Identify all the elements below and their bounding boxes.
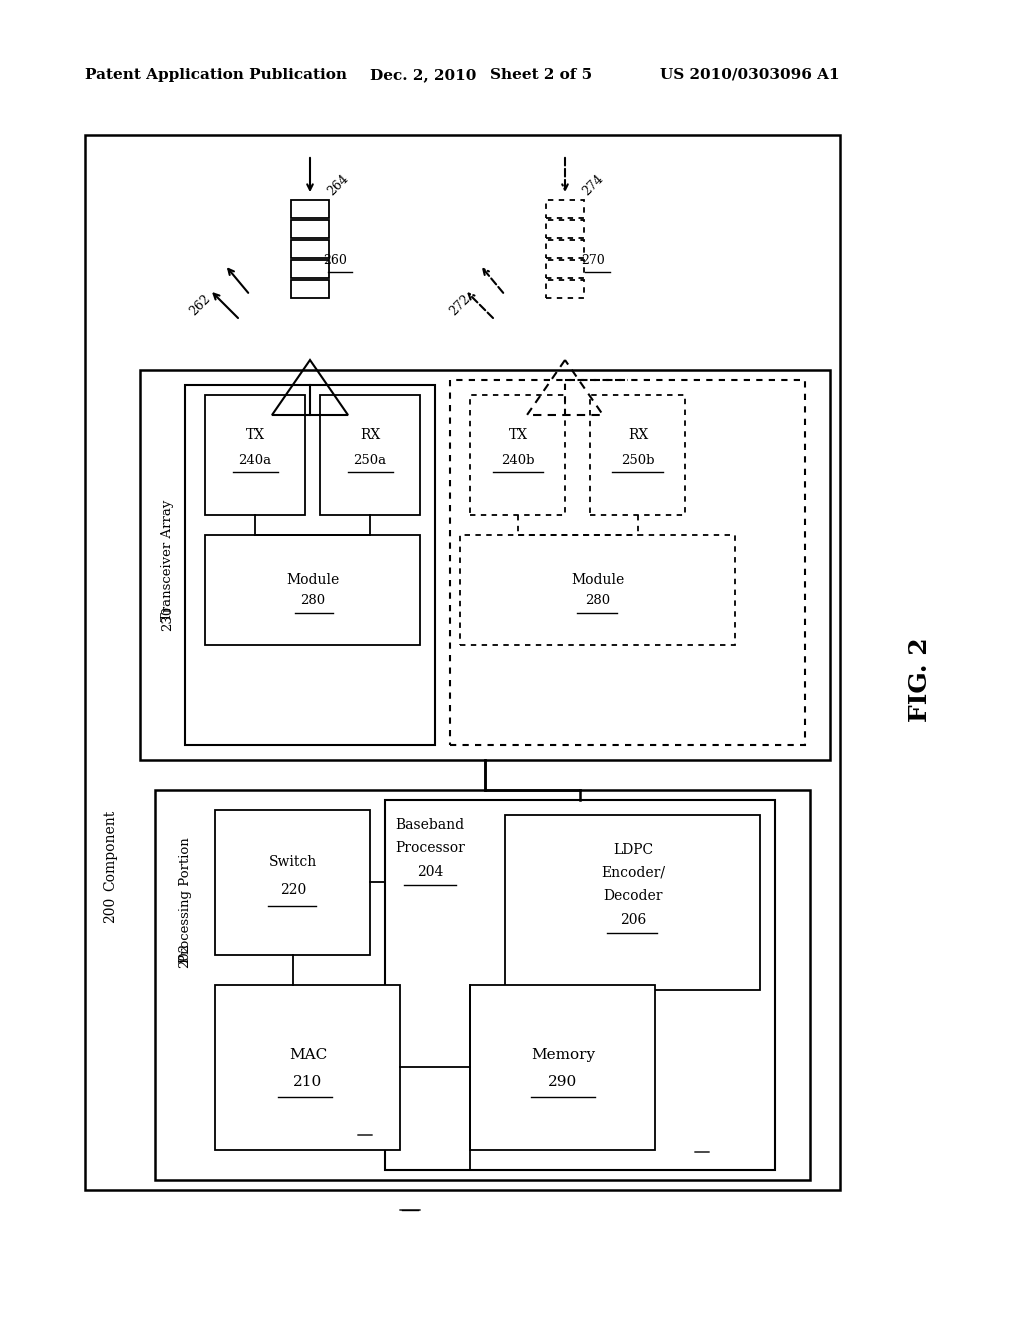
Bar [215,810,370,954]
Text: 262: 262 [187,292,213,318]
Text: US 2010/0303096 A1: US 2010/0303096 A1 [660,69,840,82]
Text: 280: 280 [586,594,610,606]
Text: RX: RX [628,428,648,442]
Text: 260: 260 [323,253,347,267]
Text: 240b: 240b [502,454,535,466]
Bar [546,280,584,298]
Text: Module: Module [571,573,625,587]
Text: Memory: Memory [530,1048,595,1063]
Text: 206: 206 [620,913,646,927]
Text: Processing Portion: Processing Portion [178,837,191,962]
Text: 210: 210 [293,1074,323,1089]
Bar [546,201,584,218]
Text: 240a: 240a [239,454,271,466]
Bar [291,201,329,218]
Text: 220: 220 [280,883,306,898]
Text: Processor: Processor [395,841,465,855]
Bar [460,535,735,645]
Text: Module: Module [287,573,340,587]
Text: TX: TX [509,428,527,442]
Bar [291,260,329,279]
Text: 230: 230 [162,606,174,631]
Text: Patent Application Publication: Patent Application Publication [85,69,347,82]
Text: Dec. 2, 2010: Dec. 2, 2010 [370,69,476,82]
Bar [205,535,420,645]
Text: MAC: MAC [289,1048,327,1063]
Bar [546,240,584,257]
Bar [185,385,435,744]
Text: FIG. 2: FIG. 2 [908,638,932,722]
Text: 270: 270 [582,253,605,267]
Bar [590,395,685,515]
Bar [291,220,329,238]
Bar [85,135,840,1191]
Text: Sheet 2 of 5: Sheet 2 of 5 [490,69,592,82]
Bar [140,370,830,760]
Text: 290: 290 [549,1074,578,1089]
Bar [450,380,805,744]
Text: Switch: Switch [269,855,317,869]
Bar [291,240,329,257]
Bar [319,395,420,515]
Bar [470,985,655,1150]
Bar [215,985,400,1150]
Text: 200: 200 [103,896,117,923]
Text: Transceiver Array: Transceiver Array [162,499,174,620]
Text: 250a: 250a [353,454,387,466]
Text: Component: Component [103,809,117,891]
Text: 272: 272 [447,292,473,318]
Text: 274: 274 [580,172,606,198]
Text: 204: 204 [417,865,443,879]
Text: TX: TX [246,428,264,442]
Bar [470,395,565,515]
Bar [546,220,584,238]
Text: 250b: 250b [622,454,654,466]
Text: 202: 202 [178,942,191,968]
Bar [205,395,305,515]
Text: 264: 264 [325,172,351,198]
Bar [155,789,810,1180]
Text: 280: 280 [300,594,326,606]
Text: Encoder/: Encoder/ [601,866,665,880]
Text: RX: RX [359,428,380,442]
Bar [291,280,329,298]
Text: Baseband: Baseband [395,818,465,832]
Bar [546,260,584,279]
Bar [385,800,775,1170]
Text: LDPC: LDPC [613,843,653,857]
Bar [505,814,760,990]
Text: Decoder: Decoder [603,888,663,903]
